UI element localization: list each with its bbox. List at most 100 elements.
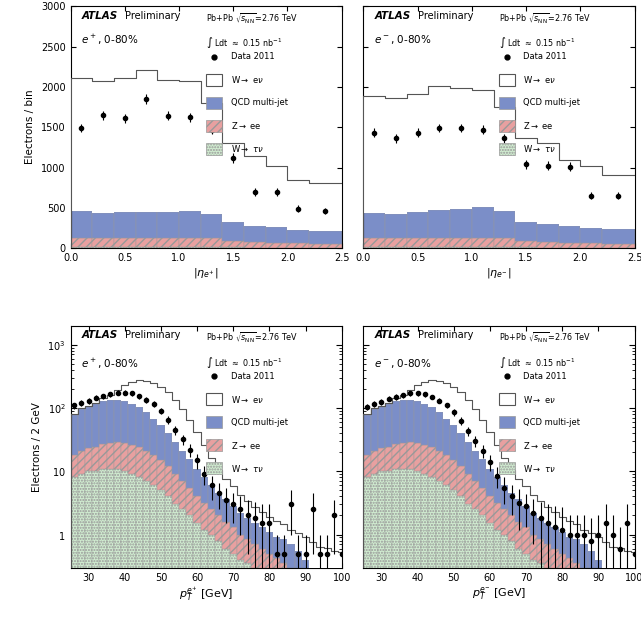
- Bar: [602, 230, 635, 244]
- Bar: [324, 548, 331, 576]
- Bar: [309, 183, 342, 231]
- Text: Z$\rightarrow$ ee: Z$\rightarrow$ ee: [231, 120, 261, 131]
- Bar: [494, 247, 515, 248]
- FancyBboxPatch shape: [499, 74, 515, 86]
- Bar: [201, 503, 208, 529]
- Bar: [309, 231, 342, 244]
- Bar: [508, 540, 515, 617]
- Bar: [114, 212, 136, 238]
- Bar: [295, 551, 302, 573]
- Bar: [157, 425, 165, 460]
- Bar: [331, 551, 338, 587]
- Bar: [407, 238, 428, 247]
- Bar: [317, 574, 324, 589]
- Bar: [378, 471, 385, 617]
- Bar: [494, 477, 501, 503]
- Bar: [515, 241, 537, 247]
- Bar: [487, 469, 494, 497]
- Bar: [537, 144, 559, 224]
- Bar: [602, 571, 610, 583]
- Bar: [106, 443, 114, 469]
- Text: Preliminary: Preliminary: [418, 11, 473, 21]
- Bar: [580, 243, 602, 247]
- Bar: [428, 407, 436, 447]
- Bar: [458, 497, 465, 617]
- Bar: [595, 603, 602, 617]
- Bar: [71, 414, 78, 415]
- Bar: [385, 471, 392, 617]
- Bar: [266, 166, 287, 228]
- Bar: [363, 415, 370, 455]
- Bar: [407, 400, 414, 442]
- Bar: [472, 481, 479, 510]
- Bar: [229, 528, 237, 553]
- Bar: [602, 542, 610, 571]
- Bar: [472, 207, 494, 238]
- Bar: [385, 214, 407, 238]
- FancyBboxPatch shape: [206, 394, 222, 405]
- Bar: [573, 539, 580, 563]
- Bar: [450, 460, 458, 491]
- Bar: [515, 549, 522, 617]
- Bar: [494, 107, 515, 210]
- Bar: [128, 445, 136, 474]
- Bar: [266, 553, 273, 579]
- Text: W$\rightarrow$ e$\nu$: W$\rightarrow$ e$\nu$: [524, 75, 556, 86]
- Bar: [251, 544, 258, 568]
- Bar: [251, 523, 258, 544]
- Bar: [588, 533, 595, 551]
- Bar: [458, 392, 465, 433]
- Bar: [363, 414, 370, 415]
- Bar: [266, 242, 287, 247]
- Bar: [559, 517, 566, 532]
- Bar: [407, 212, 428, 238]
- FancyBboxPatch shape: [499, 416, 515, 428]
- Bar: [114, 469, 121, 617]
- Bar: [588, 573, 595, 598]
- FancyBboxPatch shape: [499, 97, 515, 109]
- Bar: [121, 443, 128, 471]
- Bar: [237, 513, 244, 534]
- Bar: [436, 481, 443, 617]
- Bar: [309, 583, 317, 608]
- Bar: [595, 537, 602, 560]
- Bar: [114, 238, 136, 247]
- Bar: [537, 518, 544, 539]
- Bar: [143, 412, 150, 451]
- Bar: [363, 478, 370, 617]
- Text: Preliminary: Preliminary: [125, 11, 180, 21]
- Bar: [515, 521, 522, 549]
- Bar: [266, 517, 273, 532]
- Bar: [106, 395, 114, 400]
- Bar: [450, 386, 458, 425]
- Bar: [602, 583, 610, 608]
- Bar: [559, 160, 580, 226]
- Bar: [580, 529, 588, 544]
- Bar: [92, 402, 99, 404]
- Text: QCD multi-jet: QCD multi-jet: [231, 99, 288, 107]
- Text: QCD multi-jet: QCD multi-jet: [524, 99, 580, 107]
- Bar: [157, 212, 179, 238]
- Bar: [559, 553, 566, 579]
- Bar: [602, 244, 635, 248]
- Bar: [414, 385, 421, 401]
- Bar: [465, 442, 472, 474]
- Bar: [544, 523, 551, 544]
- Bar: [450, 88, 472, 209]
- Bar: [215, 540, 222, 617]
- Bar: [573, 524, 580, 539]
- Bar: [201, 238, 222, 247]
- Bar: [143, 451, 150, 481]
- Bar: [370, 474, 378, 617]
- Bar: [595, 560, 602, 579]
- Bar: [551, 528, 559, 549]
- Bar: [399, 400, 407, 443]
- Bar: [179, 247, 201, 248]
- Bar: [450, 209, 472, 238]
- Bar: [280, 539, 287, 563]
- Bar: [450, 491, 458, 617]
- Bar: [317, 547, 324, 574]
- Bar: [187, 420, 194, 459]
- Bar: [378, 449, 385, 471]
- FancyBboxPatch shape: [499, 462, 515, 474]
